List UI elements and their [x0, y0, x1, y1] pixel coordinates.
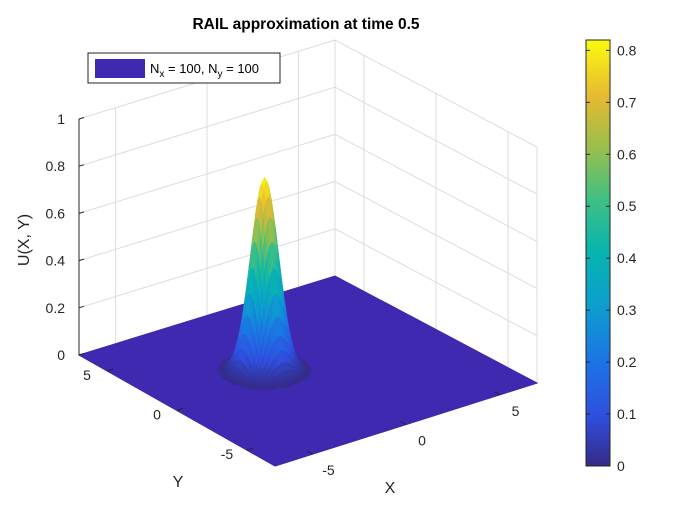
- colorbar-tick-label: 0.2: [617, 354, 637, 370]
- z-tick-label: 1: [57, 111, 65, 127]
- surface-patch: [306, 365, 312, 368]
- surface-patch: [302, 377, 308, 380]
- surface-plot: [77, 176, 539, 467]
- y-axis-label: Y: [173, 474, 184, 491]
- grid-line-z-3: [78, 133, 538, 242]
- surface-patch: [303, 361, 309, 364]
- x-tick-mark: [494, 391, 500, 396]
- z-tick-mark: [78, 164, 85, 167]
- legend-entry-text: Nx = 100, Ny = 100: [150, 61, 259, 80]
- y-axis-ticks: -5 0 5: [83, 367, 254, 462]
- chart-title: RAIL approximation at time 0.5: [192, 16, 419, 33]
- colorbar-tick-label: 0.3: [617, 302, 637, 318]
- colorbar-tick-label: 0.7: [617, 94, 637, 110]
- y-tick-label: -5: [221, 446, 234, 462]
- colorbar-tick-label: 0.8: [617, 42, 637, 58]
- x-tick-mark: [307, 450, 313, 455]
- colorbar-tick-label: 0: [617, 458, 625, 474]
- legend[interactable]: Nx = 100, Ny = 100: [87, 52, 281, 84]
- grid-line-z-4: [78, 86, 538, 195]
- y-tick-label: 0: [153, 407, 161, 423]
- x-tick-label: 0: [418, 433, 426, 449]
- colorbar-tick-label: 0.4: [617, 250, 637, 266]
- colorbar-tick-label: 0.6: [617, 146, 637, 162]
- x-tick-label: 5: [512, 403, 520, 419]
- z-tick-label: 0.2: [46, 300, 66, 316]
- surface-patch: [305, 375, 311, 378]
- x-tick-mark: [400, 421, 407, 425]
- surface-patch: [306, 371, 312, 374]
- colorbar-ticks: 0 0.1 0.2 0.3 0.4 0.5 0.6 0.7 0.8: [586, 42, 637, 474]
- z-axis-ticks: 0 0.2 0.4 0.6 0.8 1: [46, 111, 85, 363]
- z-tick-mark: [78, 353, 85, 356]
- colorbar-tick-label: 0.1: [617, 406, 637, 422]
- z-tick-mark: [78, 305, 85, 309]
- colorbar-tick-label: 0.5: [617, 198, 637, 214]
- y-tick-mark: [106, 368, 114, 372]
- z-tick-mark: [78, 117, 85, 120]
- grid-line-z-2: [78, 181, 538, 290]
- z-tick-label: 0.8: [46, 158, 66, 174]
- z-axis-label: U(X, Y): [16, 214, 33, 266]
- z-tick-mark: [78, 211, 85, 214]
- z-tick-label: 0: [57, 347, 65, 363]
- x-tick-label: -5: [322, 462, 335, 478]
- surface-patch: [307, 369, 313, 372]
- y-tick-mark: [176, 408, 184, 411]
- z-tick-label: 0.4: [46, 253, 66, 269]
- y-tick-label: 5: [83, 367, 91, 383]
- y-tick-mark: [246, 447, 254, 451]
- z-tick-mark: [78, 258, 85, 262]
- legend-swatch: [95, 59, 145, 78]
- x-axis-label: X: [385, 480, 396, 497]
- z-tick-label: 0.6: [46, 205, 66, 221]
- colorbar: 0 0.1 0.2 0.3 0.4 0.5 0.6 0.7 0.8: [585, 39, 637, 474]
- surface-patch: [307, 368, 313, 371]
- x-axis-ticks: -5 0 5: [307, 391, 520, 478]
- colorbar-gradient: [585, 39, 611, 467]
